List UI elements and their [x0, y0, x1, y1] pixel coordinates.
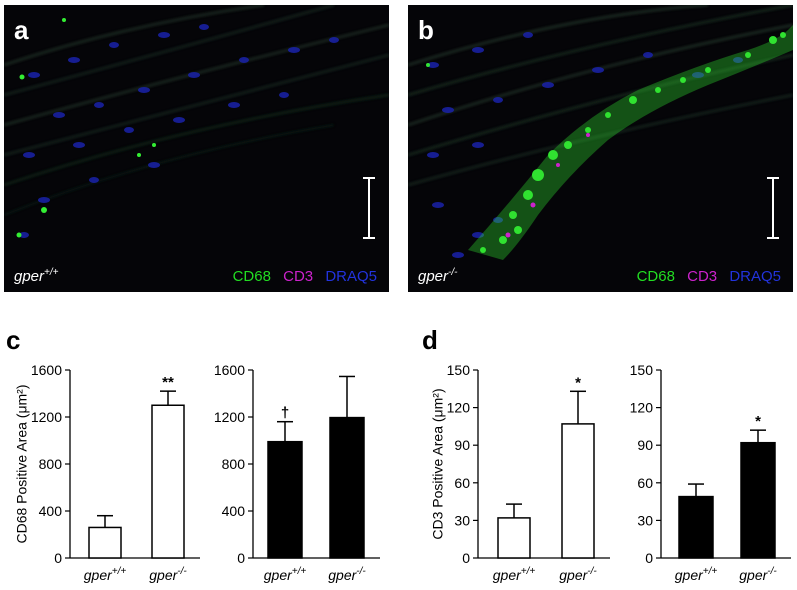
micrograph-b-image: [408, 5, 793, 292]
y-tick-label: 0: [237, 550, 245, 566]
significance-marker: †: [281, 405, 289, 422]
stain-legend-b: CD68 CD3 DRAQ5: [629, 268, 781, 285]
significance-marker: *: [575, 374, 581, 391]
y-tick-label: 150: [447, 362, 471, 378]
scale-bar: [767, 177, 779, 239]
y-tick-label: 60: [637, 475, 653, 491]
y-tick-label: 60: [454, 475, 470, 491]
y-tick-label: 30: [454, 512, 470, 528]
legend-cd3: CD3: [687, 268, 718, 285]
panel-c-label: c: [6, 325, 21, 355]
x-tick-label: gper+/+: [493, 566, 536, 583]
x-tick-label: gper-/-: [149, 566, 187, 583]
y-tick-label: 0: [54, 550, 62, 566]
y-tick-label: 90: [454, 437, 470, 453]
panel-a-label: a: [14, 15, 29, 45]
y-tick-label: 1600: [214, 362, 245, 378]
chart-cd3-filled: 0 30 60 90 120 150 gper+/+ * gper-/-: [618, 360, 797, 585]
y-tick-label: 30: [637, 512, 653, 528]
bar: [88, 526, 122, 559]
legend-cd68: CD68: [636, 268, 675, 285]
legend-cd3: CD3: [283, 268, 314, 285]
genotype-label-a: gper+/+: [14, 267, 59, 285]
stain-legend-a: CD68 CD3 DRAQ5: [225, 268, 377, 285]
y-tick-label: 800: [39, 456, 63, 472]
scale-bar: [363, 177, 375, 239]
legend-draq5: DRAQ5: [729, 268, 781, 285]
bar: [561, 423, 595, 559]
micrograph-panel-b: b gper-/- CD68 CD3 DRAQ5: [408, 5, 793, 292]
y-tick-label: 120: [630, 400, 654, 416]
x-tick-label: gper-/-: [559, 566, 597, 583]
legend-cd68: CD68: [232, 268, 271, 285]
bar: [497, 517, 531, 559]
significance-marker: **: [162, 374, 174, 391]
significance-marker: *: [755, 413, 761, 430]
micrograph-a-image: [4, 5, 389, 292]
x-tick-label: gper+/+: [84, 566, 127, 583]
y-tick-label: 0: [645, 550, 653, 566]
y-tick-label: 800: [222, 456, 246, 472]
x-tick-label: gper-/-: [739, 566, 777, 583]
x-tick-label: gper+/+: [675, 566, 718, 583]
y-tick-label: 1600: [31, 362, 62, 378]
legend-draq5: DRAQ5: [325, 268, 377, 285]
y-axis-label: CD3 Positive Area (μm²): [429, 388, 445, 539]
chart-cd3-open: 0 30 60 90 120 150 CD3 Positive Area (μm²) gper…: [418, 360, 618, 585]
x-tick-label: gper-/-: [328, 566, 366, 583]
bar: [267, 440, 303, 559]
x-tick-label: gper+/+: [264, 566, 307, 583]
panel-b-label: b: [418, 15, 434, 45]
y-tick-label: 0: [462, 550, 470, 566]
bar: [740, 441, 776, 559]
y-tick-label: 400: [222, 503, 246, 519]
y-tick-label: 400: [39, 503, 63, 519]
y-tick-label: 1200: [31, 409, 62, 425]
panel-d-label: d: [422, 325, 438, 355]
bar: [329, 416, 365, 559]
chart-cd68-filled: 0 400 800 1200 1600 † gper+/+ gper-/-: [205, 360, 390, 585]
y-tick-label: 120: [447, 400, 471, 416]
micrograph-panel-a: a gper+/+ CD68 CD3 DRAQ5: [4, 5, 389, 292]
y-tick-label: 1200: [214, 409, 245, 425]
y-axis-label: CD68 Positive Area (μm²): [13, 385, 29, 544]
bar: [151, 404, 185, 559]
y-tick-label: 150: [630, 362, 654, 378]
y-tick-label: 90: [637, 437, 653, 453]
bar: [678, 495, 714, 559]
chart-cd68-open: 0 400 800 1200 1600 CD68 Positive Area (μm²) g…: [0, 360, 205, 585]
genotype-label-b: gper-/-: [418, 267, 458, 285]
